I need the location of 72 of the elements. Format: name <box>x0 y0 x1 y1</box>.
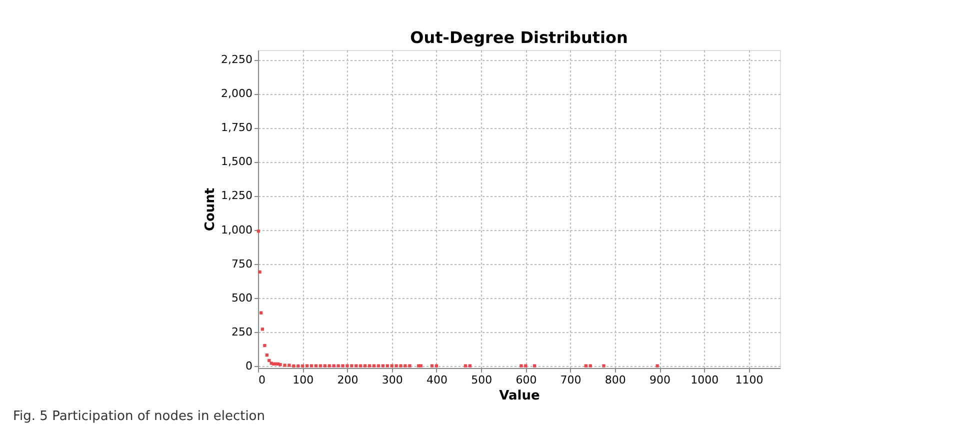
point <box>468 364 472 368</box>
point <box>288 364 291 367</box>
point <box>258 270 262 274</box>
point <box>283 364 286 367</box>
x-tick-label: 0 <box>258 374 266 386</box>
x-tick-label: 400 <box>426 374 448 386</box>
point <box>533 364 536 368</box>
point <box>292 364 296 368</box>
point <box>314 364 318 368</box>
point <box>408 364 412 368</box>
x-axis-title: Value <box>499 388 540 404</box>
point <box>394 364 398 368</box>
point <box>584 364 588 368</box>
point <box>399 364 402 368</box>
point <box>359 364 362 368</box>
y-axis-title: Count <box>203 188 218 232</box>
point <box>368 364 372 368</box>
point <box>332 364 336 368</box>
point <box>301 364 304 368</box>
point <box>318 364 322 368</box>
point <box>323 364 327 368</box>
point <box>520 364 523 368</box>
point <box>260 328 264 331</box>
point <box>390 364 394 368</box>
y-tick-label: 2,250 <box>221 53 252 66</box>
point <box>588 364 592 368</box>
x-tick-label: 500 <box>471 374 492 386</box>
x-tick-label: 800 <box>604 374 626 386</box>
y-tick-label: 0 <box>246 359 252 372</box>
point <box>656 364 659 368</box>
y-tick-label: 1,750 <box>221 121 252 134</box>
y-tick-label: 500 <box>232 291 252 304</box>
point <box>372 364 376 368</box>
y-tick-label: 2,000 <box>221 87 252 100</box>
x-tick-label: 300 <box>382 374 403 386</box>
point <box>381 364 385 368</box>
point <box>602 364 606 368</box>
y-tick-label: 750 <box>232 257 252 270</box>
point <box>434 364 438 368</box>
point <box>263 344 266 348</box>
y-tick-label: 1,500 <box>221 155 252 168</box>
y-tick-label: 1,000 <box>221 223 252 236</box>
point <box>376 364 380 368</box>
point <box>386 364 389 368</box>
point <box>341 364 344 368</box>
point <box>305 364 309 368</box>
y-tick-label: 1,250 <box>221 189 252 202</box>
x-tick-label: 700 <box>560 374 582 386</box>
point <box>265 353 269 357</box>
point <box>350 364 354 368</box>
point <box>336 364 340 368</box>
x-tick-label: 1000 <box>690 374 719 386</box>
caption: Fig. 5 Participation of nodes in election <box>13 409 266 424</box>
point <box>346 364 349 368</box>
point <box>260 311 263 314</box>
x-tick-label: 900 <box>650 374 671 386</box>
x-tick-label: 100 <box>292 374 314 386</box>
point <box>310 364 314 368</box>
point <box>524 364 528 368</box>
chart-title: Out-Degree Distribution <box>410 28 628 47</box>
point <box>404 364 407 368</box>
x-tick-label: 200 <box>337 374 358 386</box>
point <box>256 230 260 233</box>
point <box>354 364 358 368</box>
point <box>430 364 434 368</box>
point <box>363 364 367 368</box>
x-tick-label: 600 <box>516 374 537 386</box>
point <box>328 364 331 368</box>
y-tick-label: 250 <box>232 325 252 338</box>
point <box>464 364 468 368</box>
x-tick-label: 1100 <box>735 374 764 386</box>
point <box>296 364 300 368</box>
